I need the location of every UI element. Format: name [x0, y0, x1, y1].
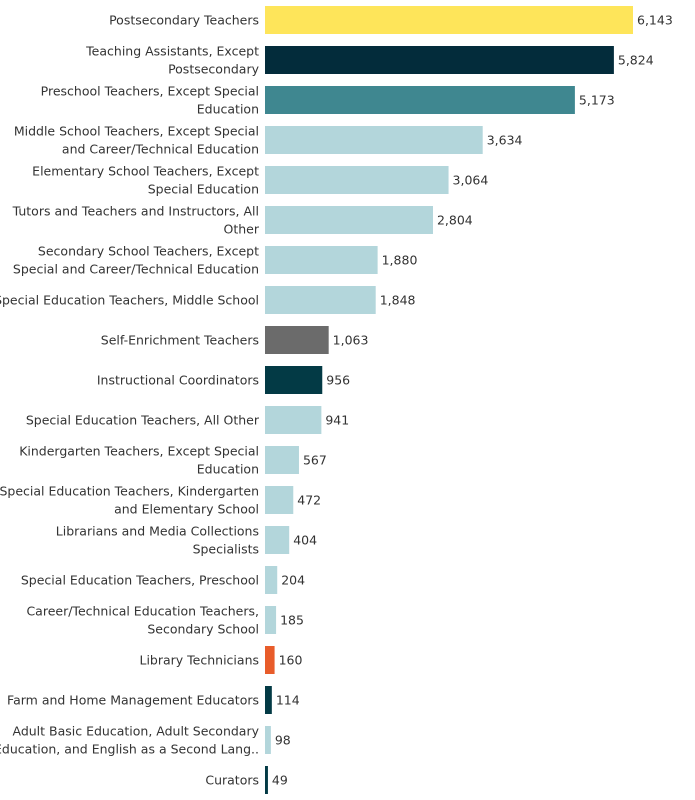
value-label: 160	[279, 653, 303, 668]
value-label: 956	[326, 373, 350, 388]
value-label: 2,804	[437, 213, 473, 228]
bar	[265, 246, 378, 274]
value-label: 404	[293, 533, 317, 548]
value-label: 567	[303, 453, 327, 468]
category-label: Adult Basic Education, Adult Secondary Ed…	[0, 724, 260, 757]
value-label: 98	[275, 733, 291, 748]
category-label: Special Education Teachers, Kindergarten…	[0, 484, 259, 517]
category-label: Tutors and Teachers and Instructors, All…	[12, 204, 260, 237]
value-label: 1,880	[382, 253, 418, 268]
value-label: 204	[281, 573, 305, 588]
bar	[265, 286, 376, 314]
bar	[265, 86, 575, 114]
bar	[265, 606, 277, 634]
category-label: Self-Enrichment Teachers	[101, 333, 259, 348]
bar	[265, 366, 323, 394]
bar	[265, 406, 322, 434]
bar	[265, 46, 614, 74]
category-label: Curators	[205, 773, 259, 788]
value-label: 3,064	[453, 173, 489, 188]
category-label: Teaching Assistants, Except Postsecondary	[85, 44, 259, 77]
bar	[265, 766, 268, 794]
value-label: 6,143	[637, 13, 673, 28]
value-label: 185	[280, 613, 304, 628]
category-label: Career/Technical Education Teachers, Seco…	[26, 604, 259, 637]
category-label: Librarians and Media Collections Speciali…	[56, 524, 259, 557]
bar	[265, 646, 275, 674]
category-labels-group: Postsecondary Teachers Teaching Assistant…	[0, 13, 260, 788]
bar	[265, 486, 294, 514]
bar	[265, 446, 299, 474]
value-label: 472	[297, 493, 321, 508]
bar	[265, 126, 483, 154]
category-label: Preschool Teachers, Except Special Educat…	[41, 84, 259, 117]
category-label: Middle School Teachers, Except Special an…	[14, 124, 259, 157]
value-label: 941	[325, 413, 349, 428]
value-label: 1,063	[333, 333, 369, 348]
category-label: Special Education Teachers, All Other	[26, 413, 260, 428]
value-label: 5,824	[618, 53, 654, 68]
bar	[265, 686, 272, 714]
category-label: Library Technicians	[139, 653, 259, 668]
category-label: Special Education Teachers, Middle Schoo…	[0, 293, 259, 308]
bar	[265, 326, 329, 354]
value-labels-group: 6,143 5,824 5,173 3,634 3,064 2,804 1,880 1,848…	[272, 13, 673, 788]
value-label: 3,634	[487, 133, 523, 148]
value-label: 1,848	[380, 293, 416, 308]
bar	[265, 6, 633, 34]
bar	[265, 566, 278, 594]
category-label: Farm and Home Management Educators	[7, 693, 259, 708]
value-label: 5,173	[579, 93, 615, 108]
category-label: Postsecondary Teachers	[109, 13, 259, 28]
category-label: Kindergarten Teachers, Except Special Edu…	[19, 444, 259, 477]
category-label: Instructional Coordinators	[97, 373, 259, 388]
bars-group	[265, 6, 633, 794]
bar	[265, 166, 449, 194]
value-label: 49	[272, 773, 288, 788]
category-label: Secondary School Teachers, Except Special…	[13, 244, 259, 277]
category-label: Elementary School Teachers, Except Specia…	[32, 164, 259, 197]
bar	[265, 726, 271, 754]
bar	[265, 526, 290, 554]
bar	[265, 206, 433, 234]
category-label: Special Education Teachers, Preschool	[21, 573, 259, 588]
value-label: 114	[276, 693, 300, 708]
